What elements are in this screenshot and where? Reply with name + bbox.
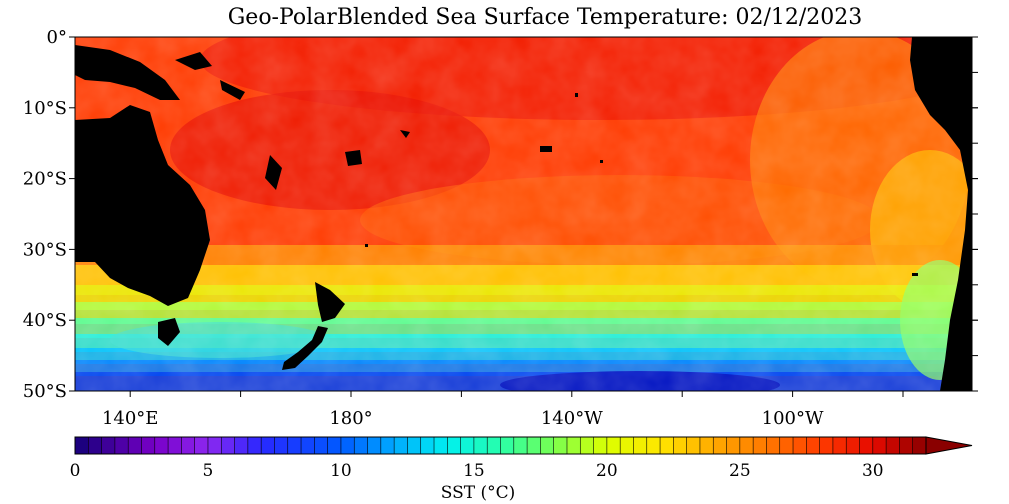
colorbar-swatch [832,437,847,454]
colorbar-swatch [88,437,102,454]
colorbar-swatch [753,437,767,454]
colorbar [74,436,973,455]
lat-tick-label: 20°S [23,169,67,190]
colorbar-swatch [673,437,687,454]
colorbar-swatch [154,437,169,454]
colorbar-swatch [553,437,568,454]
colorbar-swatch [739,437,754,454]
land-masses [75,37,972,391]
colorbar-swatch [194,437,209,454]
colorbar-label: SST (°C) [441,483,516,503]
colorbar-swatch [221,437,235,454]
colorbar-swatch [580,437,594,454]
colorbar-swatch [340,437,355,454]
colorbar-swatch [686,437,701,454]
colorbar-tick-label: 20 [596,461,618,481]
colorbar-swatch [447,437,461,454]
colorbar-swatch [806,437,820,454]
colorbar-tick-label: 15 [463,461,485,481]
new-zealand-landmass [315,282,345,322]
colorbar-swatch [128,437,142,454]
colorbar-swatch [540,437,554,454]
colorbar-swatch [872,437,887,454]
colorbar-extension-arrow [925,436,973,455]
colorbar-swatch [779,437,794,454]
colorbar-swatch [527,437,541,454]
colorbar-swatch [766,437,781,454]
colorbar-swatch [247,437,262,454]
map-axes: 0° 10°S 20°S 30°S 40°S 50°S 140°E 180° 140°W 100°… [23,27,978,429]
colorbar-swatch [566,437,581,454]
colorbar-swatch [327,437,342,454]
colorbar-swatch [660,437,674,454]
australia-landmass [75,105,210,306]
colorbar-swatch [513,437,528,454]
tasmania-landmass [158,318,180,346]
colorbar-tick-label: 0 [70,461,81,481]
colorbar-swatch [487,437,501,454]
colorbar-swatch [859,437,874,454]
colorbar-swatch [261,437,275,454]
colorbar-swatch [434,437,448,454]
lat-tick-label: 0° [47,27,67,48]
colorbar-swatch [141,437,156,454]
colorbar-swatch [606,437,621,454]
lon-tick-label: 140°W [541,408,603,429]
colorbar-swatch [181,437,195,454]
colorbar-tick-label: 10 [330,461,352,481]
colorbar-swatch [274,437,289,454]
lon-tick-label: 100°W [762,408,824,429]
lon-tick-label: 140°E [102,408,159,429]
colorbar-swatch [75,437,89,454]
colorbar-swatch [793,437,807,454]
colorbar-swatch [168,437,182,454]
colorbar-swatch [912,437,927,454]
lat-tick-label: 30°S [23,239,67,260]
colorbar-swatch [407,437,422,454]
colorbar-swatch [846,437,860,454]
colorbar-swatch [500,437,515,454]
colorbar-swatch [301,437,315,454]
colorbar-swatch [207,437,222,454]
colorbar-swatch [460,437,475,454]
colorbar-swatch [726,437,741,454]
lat-tick-label: 40°S [23,310,67,331]
colorbar-swatch [314,437,328,454]
lat-tick-label: 50°S [23,381,67,402]
lon-tick-label: 180° [329,408,372,429]
colorbar-swatch [287,437,302,454]
colorbar-tick-label: 25 [729,461,751,481]
colorbar-swatch [420,437,435,454]
colorbar-tick-label: 5 [203,461,214,481]
sst-field [75,37,972,391]
map-title: Geo-PolarBlended Sea Surface Temperature… [228,5,863,30]
colorbar-swatch [699,437,714,454]
colorbar-swatch [620,437,634,454]
colorbar-swatch [886,437,900,454]
colorbar-swatch [899,437,914,454]
new-guinea-landmass [75,45,180,100]
colorbar-tick-label: 30 [862,461,884,481]
colorbar-swatch [367,437,382,454]
colorbar-swatch [819,437,834,454]
colorbar-swatch [101,437,116,454]
colorbar-swatch [633,437,648,454]
colorbar-swatch [380,437,395,454]
colorbar-swatch [234,437,249,454]
colorbar-ticks: 0 5 10 15 20 25 30 [70,461,884,481]
colorbar-swatch [114,437,129,454]
lat-tick-label: 10°S [23,98,67,119]
colorbar-swatch [394,437,408,454]
colorbar-swatch [473,437,488,454]
south-america-landmass [910,37,972,391]
colorbar-swatch [354,437,368,454]
colorbar-swatch [713,437,727,454]
colorbar-swatch [593,437,608,454]
colorbar-swatch [646,437,661,454]
